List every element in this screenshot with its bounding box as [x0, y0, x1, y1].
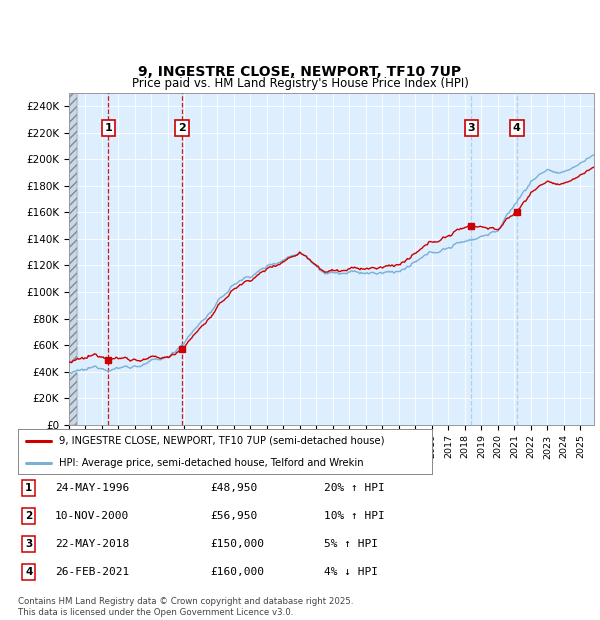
Text: £150,000: £150,000 [210, 539, 264, 549]
Text: 9, INGESTRE CLOSE, NEWPORT, TF10 7UP (semi-detached house): 9, INGESTRE CLOSE, NEWPORT, TF10 7UP (se… [59, 436, 385, 446]
Text: 1: 1 [104, 123, 112, 133]
Text: 20% ↑ HPI: 20% ↑ HPI [324, 483, 385, 493]
Text: 22-MAY-2018: 22-MAY-2018 [55, 539, 130, 549]
Text: Price paid vs. HM Land Registry's House Price Index (HPI): Price paid vs. HM Land Registry's House … [131, 77, 469, 90]
Text: 24-MAY-1996: 24-MAY-1996 [55, 483, 130, 493]
Text: 9, INGESTRE CLOSE, NEWPORT, TF10 7UP: 9, INGESTRE CLOSE, NEWPORT, TF10 7UP [139, 65, 461, 79]
Text: 10% ↑ HPI: 10% ↑ HPI [324, 511, 385, 521]
Text: £160,000: £160,000 [210, 567, 264, 577]
Text: 1: 1 [25, 483, 32, 493]
Text: HPI: Average price, semi-detached house, Telford and Wrekin: HPI: Average price, semi-detached house,… [59, 458, 364, 467]
Bar [69, 93, 77, 425]
Text: 4: 4 [513, 123, 521, 133]
Text: 26-FEB-2021: 26-FEB-2021 [55, 567, 130, 577]
Text: 2: 2 [178, 123, 186, 133]
Text: 10-NOV-2000: 10-NOV-2000 [55, 511, 130, 521]
Text: 2: 2 [25, 511, 32, 521]
Text: 4% ↓ HPI: 4% ↓ HPI [324, 567, 378, 577]
Text: 5% ↑ HPI: 5% ↑ HPI [324, 539, 378, 549]
Text: 3: 3 [25, 539, 32, 549]
Text: £56,950: £56,950 [210, 511, 257, 521]
Text: 4: 4 [25, 567, 32, 577]
Text: Contains HM Land Registry data © Crown copyright and database right 2025.
This d: Contains HM Land Registry data © Crown c… [18, 598, 353, 617]
Text: 3: 3 [467, 123, 475, 133]
Bar [69, 93, 77, 425]
Text: £48,950: £48,950 [210, 483, 257, 493]
